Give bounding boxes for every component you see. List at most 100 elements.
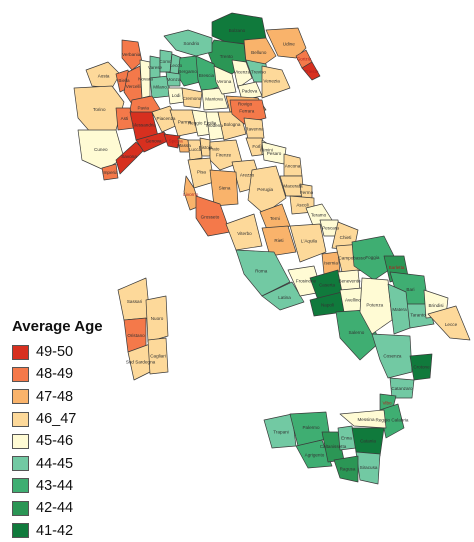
province-messina	[339, 409, 387, 429]
province-foggia	[351, 235, 399, 281]
province-label: Brindisi	[428, 303, 443, 308]
province-la-spezia	[163, 133, 181, 149]
province-label: Latina	[278, 295, 291, 300]
province-label: Mantova	[205, 97, 223, 102]
province-label: Nuoro	[151, 316, 164, 321]
province-label: Chieti	[340, 235, 352, 240]
legend-item: 47-48	[12, 386, 162, 408]
legend-swatch	[12, 411, 29, 427]
province-label: Rieti	[274, 238, 283, 243]
province-label: Teramo	[311, 213, 327, 218]
province-potenza	[359, 277, 393, 335]
province-label: Firenze	[216, 152, 232, 157]
province-label: Vibo	[382, 401, 392, 406]
province-label: Agrigento	[305, 453, 325, 458]
province-label: Brescia	[199, 73, 215, 78]
legend-swatch	[12, 433, 29, 449]
province-siracusa	[355, 451, 381, 485]
province-label: Verbania	[122, 52, 141, 57]
province-label: Lucca	[189, 147, 202, 152]
legend-swatch	[12, 344, 29, 360]
legend-swatch	[12, 500, 29, 516]
province-label: Novara	[138, 77, 153, 82]
legend-label: 44-45	[36, 455, 74, 472]
province-label: Pavia	[137, 106, 149, 111]
province-label: Enna	[341, 436, 352, 441]
legend-item: 48-49	[12, 363, 162, 385]
legend-item: 41-42	[12, 519, 162, 541]
province-verbania	[121, 39, 143, 71]
province-label: Siena	[219, 186, 231, 191]
province-label: Foggia	[365, 255, 379, 260]
province-cagliari	[147, 337, 169, 375]
province-label: Bologna	[224, 122, 241, 127]
province-label: Pistoia	[199, 145, 213, 150]
province-cosenza	[371, 333, 413, 379]
province-crotone	[409, 353, 433, 381]
province-novara	[139, 59, 151, 99]
province-label: Barletta	[389, 265, 405, 270]
province-label: Vicenza	[234, 70, 251, 75]
province-label: Roma	[255, 268, 268, 273]
province-label: Pescara	[322, 226, 339, 231]
province-viterbo	[225, 213, 263, 251]
legend-label: 49-50	[36, 344, 74, 361]
province-label: Arezzo	[240, 173, 255, 178]
province-label: Cagliari	[150, 354, 166, 359]
province-label: Isernia	[324, 261, 338, 266]
province-label: Pesaro	[267, 151, 282, 156]
province-aosta	[85, 61, 121, 89]
province-label: Piacenza	[157, 116, 176, 121]
province-matera	[387, 283, 411, 335]
province-label: Bari	[406, 287, 414, 292]
province-perugia	[247, 165, 287, 215]
province-label: Cremona	[183, 96, 202, 101]
legend-swatch	[12, 456, 29, 472]
province-label: Taranto	[410, 313, 426, 318]
legend-label: 45-46	[36, 433, 74, 450]
province-label: Venezia	[263, 78, 280, 83]
province-latina	[261, 281, 305, 311]
province-label: Cosenza	[383, 354, 402, 359]
legend-label: 43-44	[36, 477, 74, 494]
province-catanzaro	[389, 377, 415, 399]
province-label: Lecce	[445, 322, 458, 327]
province-l-aquila	[289, 223, 327, 263]
province-venezia	[261, 65, 291, 99]
legend-item: 44-45	[12, 452, 162, 474]
province-belluno	[243, 37, 277, 67]
province-label: Bergamo	[178, 69, 197, 74]
province-label: Ancona	[285, 164, 301, 169]
province-label: Cuneo	[94, 147, 108, 152]
province-label: Monza	[167, 77, 181, 82]
province-label: Ragusa	[340, 467, 356, 472]
province-label: Sassari	[127, 299, 142, 304]
province-label: Catania	[360, 439, 376, 444]
province-label: Catanzaro	[391, 386, 413, 391]
province-label: Milano	[153, 85, 167, 90]
province-label: Salerno	[348, 330, 364, 335]
province-label: Biella	[118, 78, 130, 83]
province-label: Caserta	[319, 283, 336, 288]
province-label: Frosinone	[296, 279, 317, 284]
province-label: Verona	[217, 79, 232, 84]
province-label: Palermo	[302, 425, 320, 430]
province-label: Oristano	[127, 333, 145, 338]
legend-label: 42-44	[36, 500, 74, 517]
province-grosseto	[195, 195, 231, 237]
province-label: Grosseto	[201, 215, 220, 220]
province-bergamo	[177, 55, 201, 87]
province-label: Sondrio	[183, 41, 199, 46]
province-label: Ascoli	[296, 203, 308, 208]
province-label: Torino	[93, 107, 106, 112]
legend-label: 48-49	[36, 366, 74, 383]
province-label: Napoli	[321, 303, 334, 308]
province-label: Fermo	[300, 190, 314, 195]
province-label: Benevento	[339, 279, 361, 284]
province-cremona	[181, 87, 203, 109]
legend-swatch	[12, 389, 29, 405]
province-rieti	[261, 225, 297, 257]
province-label: Treviso	[251, 70, 266, 75]
province-label: Gorizia	[297, 57, 312, 62]
province-label: Lecco	[170, 63, 183, 68]
